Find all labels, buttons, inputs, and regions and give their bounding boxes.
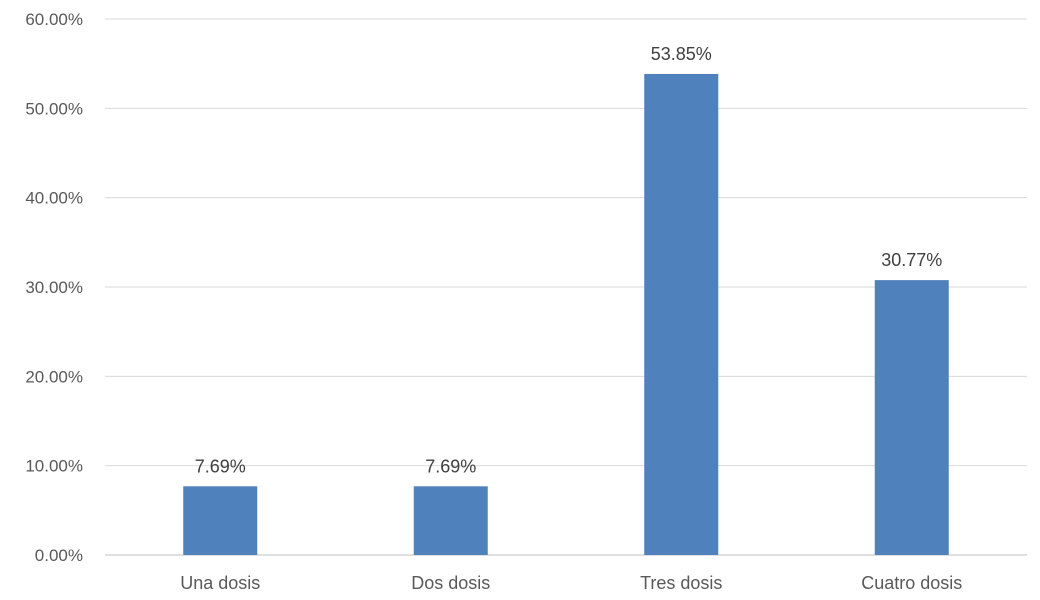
bar	[413, 486, 488, 555]
y-tick-label: 20.00%	[25, 367, 83, 386]
y-tick-label: 10.00%	[25, 457, 83, 476]
y-tick-label: 0.00%	[35, 546, 83, 565]
bar	[183, 486, 258, 555]
x-category-label: Tres dosis	[640, 573, 722, 593]
data-label: 30.77%	[881, 250, 942, 270]
x-category-label: Dos dosis	[411, 573, 490, 593]
bar	[644, 73, 719, 555]
x-category-label: Una dosis	[180, 573, 260, 593]
gridlines	[105, 18, 1027, 556]
y-tick-label: 60.00%	[25, 10, 83, 29]
y-axis-tick-labels: 0.00% 10.00% 20.00% 30.00% 40.00% 50.00% 60.00…	[25, 10, 83, 565]
bars	[183, 73, 949, 555]
y-tick-label: 40.00%	[25, 189, 83, 208]
data-labels: 7.69% 7.69% 53.85% 30.77%	[195, 44, 943, 476]
x-category-label: Cuatro dosis	[861, 573, 962, 593]
bar	[874, 280, 949, 555]
y-tick-label: 30.00%	[25, 278, 83, 297]
y-tick-label: 50.00%	[25, 99, 83, 118]
x-axis-category-labels: Una dosis Dos dosis Tres dosis Cuatro dosis	[180, 573, 962, 593]
data-label: 7.69%	[195, 456, 246, 476]
data-label: 53.85%	[651, 44, 712, 64]
data-label: 7.69%	[425, 456, 476, 476]
